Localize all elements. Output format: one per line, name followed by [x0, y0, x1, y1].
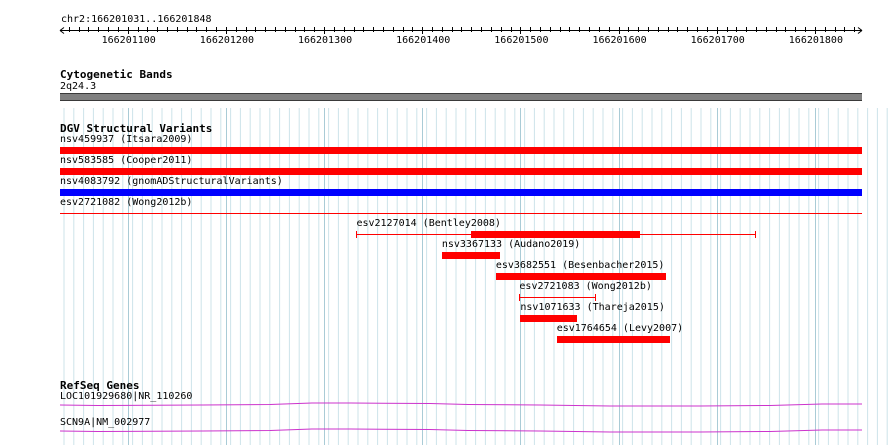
gene-label-scn9a[interactable]: SCN9A|NM_002977	[60, 417, 151, 428]
dgv-feature-line[interactable]	[60, 213, 862, 214]
ruler-arrow-right	[857, 30, 863, 34]
refseq-gene-line[interactable]	[59, 428, 862, 433]
ruler-arrow-left	[59, 27, 65, 31]
dgv-feature-label[interactable]: esv2721083 (Wong2012b)	[519, 281, 652, 292]
dgv-feature-bar[interactable]	[520, 315, 578, 322]
dgv-track-title[interactable]: DGV Structural Variants	[60, 122, 213, 135]
ruler-arrow-left	[59, 30, 65, 34]
dgv-feature-end-cap	[594, 294, 596, 301]
dgv-feature-bar[interactable]	[556, 336, 670, 343]
ruler-tick-label: 166201200	[199, 35, 254, 46]
gene-label-loc101929680[interactable]: LOC101929680|NR_110260	[60, 391, 193, 402]
dgv-feature-bar[interactable]	[60, 189, 862, 196]
dgv-feature-bar[interactable]	[60, 147, 862, 154]
ruler-tick-label: 166201300	[297, 35, 353, 46]
dgv-feature-label[interactable]: nsv583585 (Cooper2011)	[60, 155, 193, 166]
cytoband-label: 2q24.3	[60, 81, 97, 92]
dgv-feature-bar[interactable]	[441, 252, 500, 259]
ruler-arrow-right	[857, 27, 863, 31]
ruler-tick-label: 166201600	[592, 35, 647, 46]
refseq-gene-line[interactable]	[59, 402, 862, 407]
ruler-tick-label: 166201100	[101, 35, 156, 46]
dgv-feature-label[interactable]: nsv459937 (Itsara2009)	[60, 134, 193, 145]
dgv-feature-bar[interactable]	[60, 168, 862, 175]
dgv-feature-label[interactable]: nsv4083792 (gnomADStructuralVariants)	[60, 176, 283, 187]
location-label: chr2:166201031..166201848	[61, 14, 212, 25]
cytoband-track-title[interactable]: Cytogenetic Bands	[60, 68, 173, 81]
dgv-feature-end-cap	[754, 231, 756, 238]
dgv-feature-label[interactable]: nsv3367133 (Audano2019)	[441, 239, 581, 250]
ruler	[59, 27, 863, 34]
ruler-tick-label: 166201700	[690, 35, 745, 46]
dgv-feature-label[interactable]: nsv1071633 (Thareja2015)	[520, 302, 665, 313]
dgv-feature-bar[interactable]	[495, 273, 666, 280]
dgv-feature-label[interactable]: esv2721082 (Wong2012b)	[60, 197, 193, 208]
dgv-feature-end-cap	[519, 294, 521, 301]
dgv-feature-end-cap	[356, 231, 358, 238]
dgv-feature-label[interactable]: esv2127014 (Bentley2008)	[356, 218, 501, 229]
dgv-feature-label[interactable]: esv1764654 (Levy2007)	[556, 323, 684, 334]
refseq-track-title[interactable]: RefSeq Genes	[60, 379, 140, 392]
dgv-feature-label[interactable]: esv3682551 (Besenbacher2015)	[495, 260, 665, 271]
ruler-tick-label: 166201500	[494, 35, 549, 46]
dgv-feature-line[interactable]	[519, 297, 596, 298]
ruler-tick-label: 166201400	[396, 35, 451, 46]
ruler-tick-label: 166201800	[788, 35, 843, 46]
dgv-feature-bar[interactable]	[471, 231, 641, 238]
cytoband-band[interactable]	[60, 93, 862, 101]
